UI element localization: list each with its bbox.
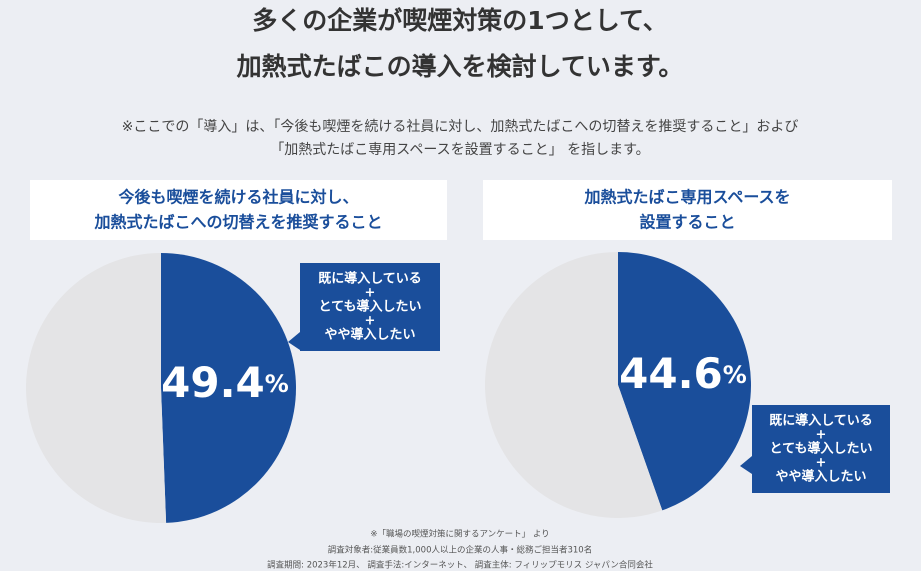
callout-text: やや導入したい <box>324 327 415 343</box>
title: 多くの企業が喫煙対策の1つとして、 <box>252 6 667 35</box>
callout-text: + <box>816 428 827 443</box>
footer: ※「職場の喫煙対策に関するアンケート」 より <box>370 529 549 540</box>
callout-text: やや導入したい <box>775 469 866 485</box>
footer: 調査期間: 2023年12月、 調査手法:インターネット、 調査主体: フィリッ… <box>267 560 653 571</box>
note: ※ここでの「導入」は、「今後も喫煙を続ける社員に対し、加熱式たばこへの切替えを推… <box>122 118 799 135</box>
footer: 調査対象者:従業員数1,000人以上の企業の人事・総務ご担当者310名 <box>328 545 592 556</box>
value-label: 49.4% <box>161 358 289 407</box>
title: 加熱式たばこの導入を検討しています。 <box>236 52 684 81</box>
chart-title: 今後も喫煙を続ける社員に対し、 <box>117 188 358 207</box>
pie-slice <box>485 252 663 518</box>
chart-title: 加熱式たばこへの切替えを推奨すること <box>93 213 382 232</box>
callout-text: + <box>365 286 376 301</box>
chart-title: 加熱式たばこ専用スペースを <box>583 188 790 207</box>
callout-text: とても導入したい <box>770 441 873 457</box>
pie-slice <box>25 253 167 523</box>
pie-slice <box>161 253 296 523</box>
callout-text: + <box>365 314 376 329</box>
callout-text: 既に導入している <box>318 271 422 287</box>
chart-title-box <box>30 180 447 240</box>
value-label: 44.6% <box>619 349 747 398</box>
pie-slice <box>618 252 752 511</box>
callout-box <box>740 405 890 493</box>
callout-text: 既に導入している <box>769 413 873 429</box>
chart-title-box <box>483 180 892 240</box>
callout-text: とても導入したい <box>319 299 422 315</box>
note: 「加熱式たばこ専用スペースを設置すること」 を指します。 <box>270 142 649 158</box>
callout-box <box>288 263 440 351</box>
chart-title: 設置すること <box>639 213 735 232</box>
callout-text: + <box>816 456 827 471</box>
